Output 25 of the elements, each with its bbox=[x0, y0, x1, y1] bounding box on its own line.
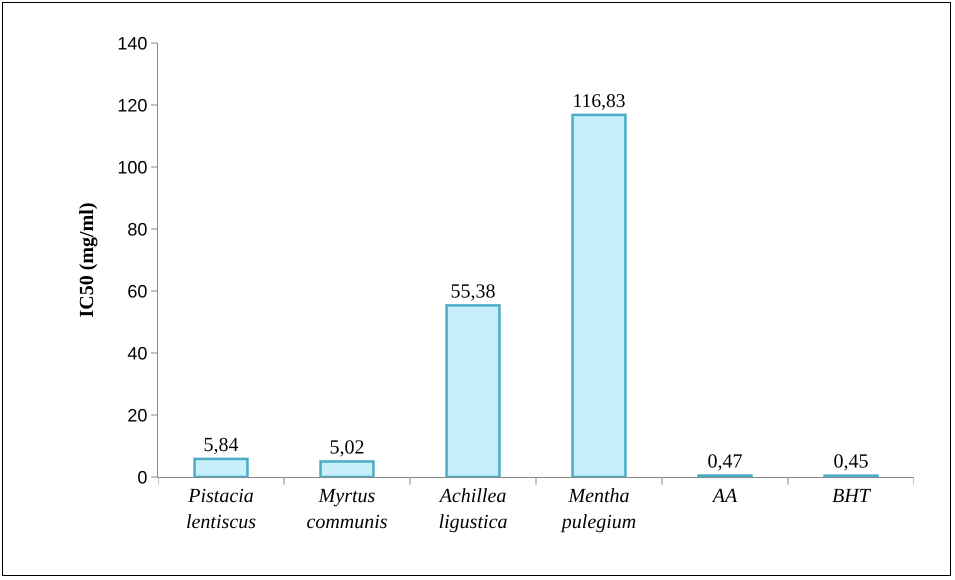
bar bbox=[571, 114, 627, 477]
y-tick-label: 40 bbox=[127, 343, 148, 364]
y-tick-label: 0 bbox=[137, 467, 148, 488]
y-axis-title: IC50 (mg/ml) bbox=[76, 202, 98, 318]
data-label: 0,47 bbox=[708, 450, 742, 473]
x-tick-label: Achillea ligustica bbox=[438, 485, 508, 533]
y-tick-label: 140 bbox=[117, 33, 148, 54]
data-label: 5,02 bbox=[330, 436, 364, 458]
y-tick-label: 100 bbox=[117, 157, 148, 178]
x-tick-label: BHT bbox=[832, 485, 872, 507]
y-tick-label: 60 bbox=[127, 281, 148, 302]
bar bbox=[193, 458, 249, 477]
data-label: 5,84 bbox=[204, 434, 238, 456]
y-tick-label: 80 bbox=[127, 219, 148, 240]
data-label: 0,45 bbox=[834, 450, 868, 473]
bar bbox=[445, 304, 501, 477]
y-tick-label: 20 bbox=[127, 405, 148, 426]
y-tick-label: 120 bbox=[117, 95, 148, 116]
x-tick-label: Mentha pulegium bbox=[560, 485, 636, 533]
data-label: 55,38 bbox=[450, 280, 496, 302]
x-tick-label: Myrtus communis bbox=[306, 485, 388, 533]
x-tick-label: AA bbox=[710, 485, 738, 507]
bar bbox=[319, 460, 375, 477]
x-tick-label: Pistacia lentiscus bbox=[186, 485, 256, 533]
data-label: 116,83 bbox=[572, 90, 626, 112]
